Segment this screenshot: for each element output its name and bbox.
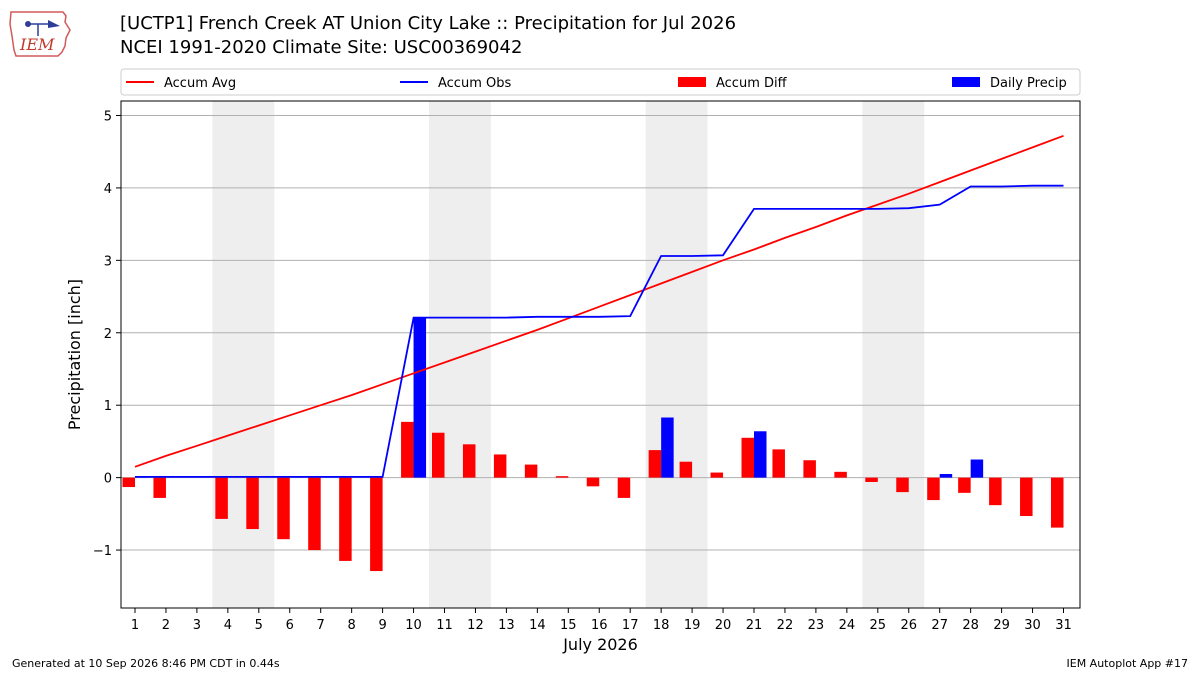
accum-diff-bar [865,477,878,482]
x-tick-label: 31 [1055,618,1072,633]
weekend-band [862,101,925,608]
legend-accum-diff-label: Accum Diff [716,76,788,91]
accum-diff-bar [1020,477,1033,517]
accum-diff-bar [122,477,135,488]
x-tick-label: 11 [436,618,453,633]
legend-accum-diff-swatch [678,77,706,87]
accum-diff-bar [153,477,166,498]
y-axis-label: Precipitation [inch] [65,279,84,430]
accum-diff-bar [401,421,414,478]
y-tick-label: 1 [104,399,112,414]
accum-diff-bar [308,477,321,551]
x-tick-label: 29 [993,618,1010,633]
accum-diff-bar [989,477,1002,506]
accum-diff-bar [277,477,290,540]
generated-timestamp: Generated at 10 Sep 2026 8:46 PM CDT in … [12,657,280,670]
x-axis-label: July 2026 [562,635,638,654]
accum-avg-line [134,134,1064,468]
x-tick-label: 26 [900,618,917,633]
x-tick-label: 9 [378,618,386,633]
accum-diff-bar [803,460,816,478]
x-tick-label: 25 [870,618,887,633]
x-tick-label: 8 [348,618,356,633]
daily-precip-bar [970,459,984,478]
accum-diff-bar [772,449,785,478]
y-tick-label: 4 [104,182,112,197]
legend-daily-precip-swatch [952,77,980,87]
accum-diff-bar [958,477,971,493]
accum-diff-bar [432,432,445,478]
legend-box [120,68,1081,96]
accum-diff-bar [927,477,940,501]
weekend-band [645,101,708,608]
accum-obs-line [135,184,1064,478]
x-tick-label: 22 [777,618,794,633]
x-tick-label: 7 [317,618,325,633]
iem-logo: IEM [9,11,71,57]
x-tick-label: 6 [286,618,294,633]
x-tick-label: 10 [405,618,422,633]
accum-diff-bar [524,464,538,478]
x-tick-label: 4 [224,618,232,633]
legend-daily-precip-label: Daily Precip [990,76,1067,91]
legend-accum-avg-label: Accum Avg [164,76,236,91]
accum-diff-bar [679,461,693,478]
y-tick-label: 0 [104,472,112,487]
x-tick-label: 2 [162,618,170,633]
accum-diff-bar [648,450,662,478]
x-tick-label: 30 [1024,618,1041,633]
accum-diff-bar [215,477,228,519]
x-tick-label: 5 [255,618,263,633]
x-tick-label: 27 [931,618,948,633]
x-tick-label: 13 [498,618,515,633]
daily-precip-bar [661,417,674,478]
accum-diff-bar [617,477,631,498]
x-tick-label: 15 [560,618,577,633]
x-tick-label: 19 [684,618,701,633]
y-tick-label: 2 [104,327,112,342]
accum-diff-bar [339,477,352,561]
accum-diff-bar [370,477,383,572]
x-tick-label: 24 [839,618,856,633]
legend-accum-obs-label: Accum Obs [438,76,511,91]
x-tick-label: 3 [193,618,201,633]
accum-diff-bar [896,477,909,493]
app-label: IEM Autoplot App #17 [1066,657,1189,670]
weather-icon [25,21,31,27]
accum-diff-bar [493,454,507,478]
x-tick-label: 20 [715,618,732,633]
weekend-band [429,101,491,608]
accum-diff-bar [246,477,259,530]
x-tick-label: 21 [746,618,763,633]
accum-diff-bar [586,477,600,487]
x-tick-label: 12 [467,618,484,633]
accum-diff-bar [555,476,569,478]
x-tick-label: 23 [808,618,825,633]
accum-diff-bar [834,471,847,478]
accum-diff-bar [741,437,754,478]
y-tick-label: 3 [104,254,112,269]
chart-title: [UCTP1] French Creek AT Union City Lake … [120,13,737,34]
accum-diff-bar [1051,477,1064,528]
logo-text: IEM [19,35,55,54]
x-tick-label: 17 [622,618,639,633]
weekend-band [212,101,275,608]
daily-precip-bar [754,431,767,478]
x-tick-label: 28 [962,618,979,633]
accum-diff-bar [710,472,724,478]
y-tick-label: −1 [93,544,112,559]
x-tick-label: 18 [653,618,670,633]
daily-precip-bar [939,474,953,478]
plot-frame [120,100,1081,609]
y-tick-label: 5 [104,109,112,124]
iowa-state-outline [9,11,71,57]
daily-precip-bar [413,317,427,478]
x-tick-label: 14 [529,618,546,633]
accum-diff-bar [462,444,476,478]
x-tick-label: 16 [591,618,608,633]
x-tick-label: 1 [131,618,139,633]
chart-subtitle: NCEI 1991-2020 Climate Site: USC00369042 [120,37,523,58]
